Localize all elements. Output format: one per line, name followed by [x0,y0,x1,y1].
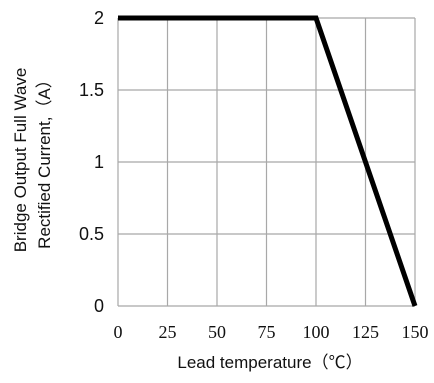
x-tick-label: 0 [114,322,123,342]
x-tick-label: 75 [258,322,276,342]
x-tick-label: 25 [159,322,177,342]
y-axis-label-line-1: Bridge Output Full Wave [11,68,30,253]
x-axis-label: Lead temperature（℃） [177,353,362,372]
x-tick-label: 50 [208,322,226,342]
y-tick-label: 0.5 [79,224,104,244]
y-tick-label: 2 [94,8,104,28]
y-tick-label: 0 [94,296,104,316]
x-tick-label: 150 [402,322,429,342]
y-tick-label: 1 [94,152,104,172]
y-axis-label-line-2: Rectified Current,（A） [35,71,54,249]
tick-labels: 0 25 50 75 100 125 150 0 0.5 1 1.5 2 [79,8,429,342]
series-line-0 [118,15,418,307]
y-tick-label: 1.5 [79,80,104,100]
grid [117,17,416,307]
series-layer [118,15,418,307]
x-tick-label: 100 [303,322,330,342]
x-tick-label: 125 [352,322,379,342]
